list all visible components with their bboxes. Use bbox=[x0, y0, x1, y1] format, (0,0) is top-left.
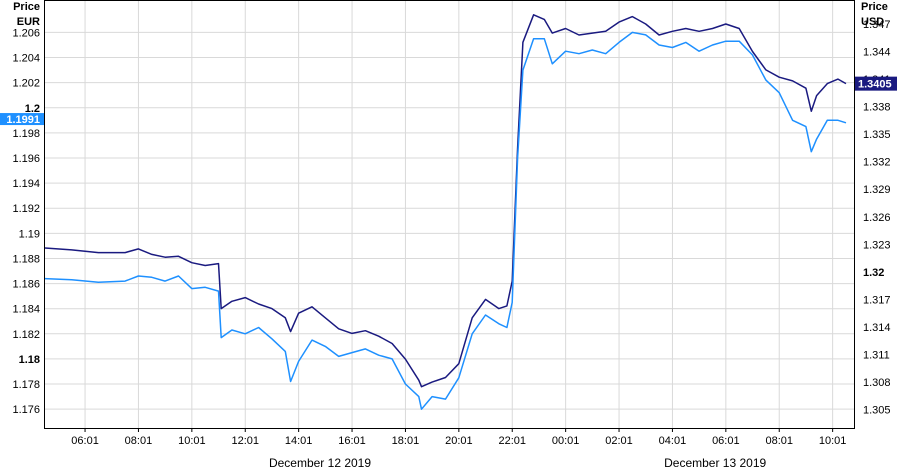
left-tick-label: 1.202 bbox=[12, 78, 40, 90]
right-tick-label: 1.323 bbox=[863, 239, 891, 251]
right-tick-label: 1.308 bbox=[863, 377, 891, 389]
left-tick-label: 1.194 bbox=[12, 178, 40, 190]
x-tick-label: 08:01 bbox=[125, 435, 153, 447]
left-axis-ticks: 1.206 1.204 1.202 1.2 1.198 1.196 1.194 1.192 1.… bbox=[12, 27, 40, 416]
plot-frame bbox=[44, 0, 855, 429]
left-last-value-text: 1.1991 bbox=[6, 114, 40, 126]
left-tick-label: 1.176 bbox=[12, 404, 40, 416]
usd-price-line bbox=[44, 14, 847, 388]
left-tick-label: 1.198 bbox=[12, 128, 40, 140]
x-tick-label: 06:01 bbox=[71, 435, 99, 447]
eur-price-line bbox=[44, 31, 847, 410]
left-tick-label: 1.196 bbox=[12, 153, 40, 165]
right-tick-label: 1.332 bbox=[863, 157, 891, 169]
right-tick-label: 1.344 bbox=[863, 47, 891, 59]
left-tick-label: 1.192 bbox=[12, 203, 40, 215]
right-tick-label: 1.317 bbox=[863, 294, 891, 306]
x-tick-label: 16:01 bbox=[338, 435, 366, 447]
right-tick-label: 1.326 bbox=[863, 212, 891, 224]
left-tick-label: 1.182 bbox=[12, 329, 40, 341]
left-last-value-flag-bg bbox=[0, 113, 44, 126]
right-axis-ticks: 1.3471.3441.3411.3381.3351.3321.3291.326… bbox=[863, 19, 891, 417]
right-tick-label: 1.347 bbox=[863, 19, 891, 31]
x-tick-label: 22:01 bbox=[498, 435, 526, 447]
left-tick-label: 1.188 bbox=[12, 253, 40, 265]
left-tick-label: 1.18 bbox=[19, 354, 40, 366]
left-tick-label: 1.206 bbox=[12, 27, 40, 39]
x-tick-label: 10:01 bbox=[819, 435, 847, 447]
right-last-value-text: 1.3405 bbox=[858, 79, 892, 91]
x-tick-label: 04:01 bbox=[659, 435, 687, 447]
right-tick-label: 1.314 bbox=[863, 322, 891, 334]
x-tick-label: 18:01 bbox=[392, 435, 420, 447]
x-tick-label: 08:01 bbox=[765, 435, 793, 447]
x-tick-label: 20:01 bbox=[445, 435, 473, 447]
right-axis-title-line1: Price bbox=[861, 1, 888, 13]
right-tick-label: 1.335 bbox=[863, 129, 891, 141]
x-tick-label: 06:01 bbox=[712, 435, 740, 447]
left-tick-label: 1.184 bbox=[12, 304, 40, 316]
x-tick-label: 12:01 bbox=[231, 435, 259, 447]
left-tick-label: 1.204 bbox=[12, 53, 40, 65]
left-axis-title-line1: Price bbox=[13, 1, 40, 13]
x-tick-label: 10:01 bbox=[178, 435, 206, 447]
left-tick-label: 1.186 bbox=[12, 279, 40, 291]
right-last-value-flag-bg bbox=[855, 76, 897, 91]
right-tick-label: 1.32 bbox=[863, 267, 884, 279]
x-date-label: December 12 2019 bbox=[269, 456, 371, 470]
gridlines bbox=[45, 1, 854, 428]
series-layer bbox=[44, 14, 847, 410]
right-axis-title-line2: USD bbox=[861, 16, 884, 28]
right-tick-label: 1.338 bbox=[863, 102, 891, 114]
x-tick-label: 14:01 bbox=[285, 435, 313, 447]
left-axis-title-line2: EUR bbox=[17, 16, 40, 28]
right-last-value-flag: 1.3405 bbox=[855, 76, 897, 91]
left-tick-label: 1.178 bbox=[12, 379, 40, 391]
left-last-value-flag: 1.1991 bbox=[0, 113, 44, 126]
x-date-label: December 13 2019 bbox=[664, 456, 766, 470]
x-axis-ticks: 06:01 08:01 10:01 12:01 14:01 16:01 18:01 20:01… bbox=[71, 428, 846, 470]
x-tick-label: 00:01 bbox=[552, 435, 580, 447]
right-tick-label: 1.311 bbox=[863, 350, 890, 362]
right-tick-label: 1.329 bbox=[863, 184, 891, 196]
left-tick-label: 1.19 bbox=[19, 228, 40, 240]
x-tick-label: 02:01 bbox=[605, 435, 633, 447]
right-tick-label: 1.305 bbox=[863, 405, 891, 417]
left-tick-label: 1.2 bbox=[25, 103, 40, 115]
